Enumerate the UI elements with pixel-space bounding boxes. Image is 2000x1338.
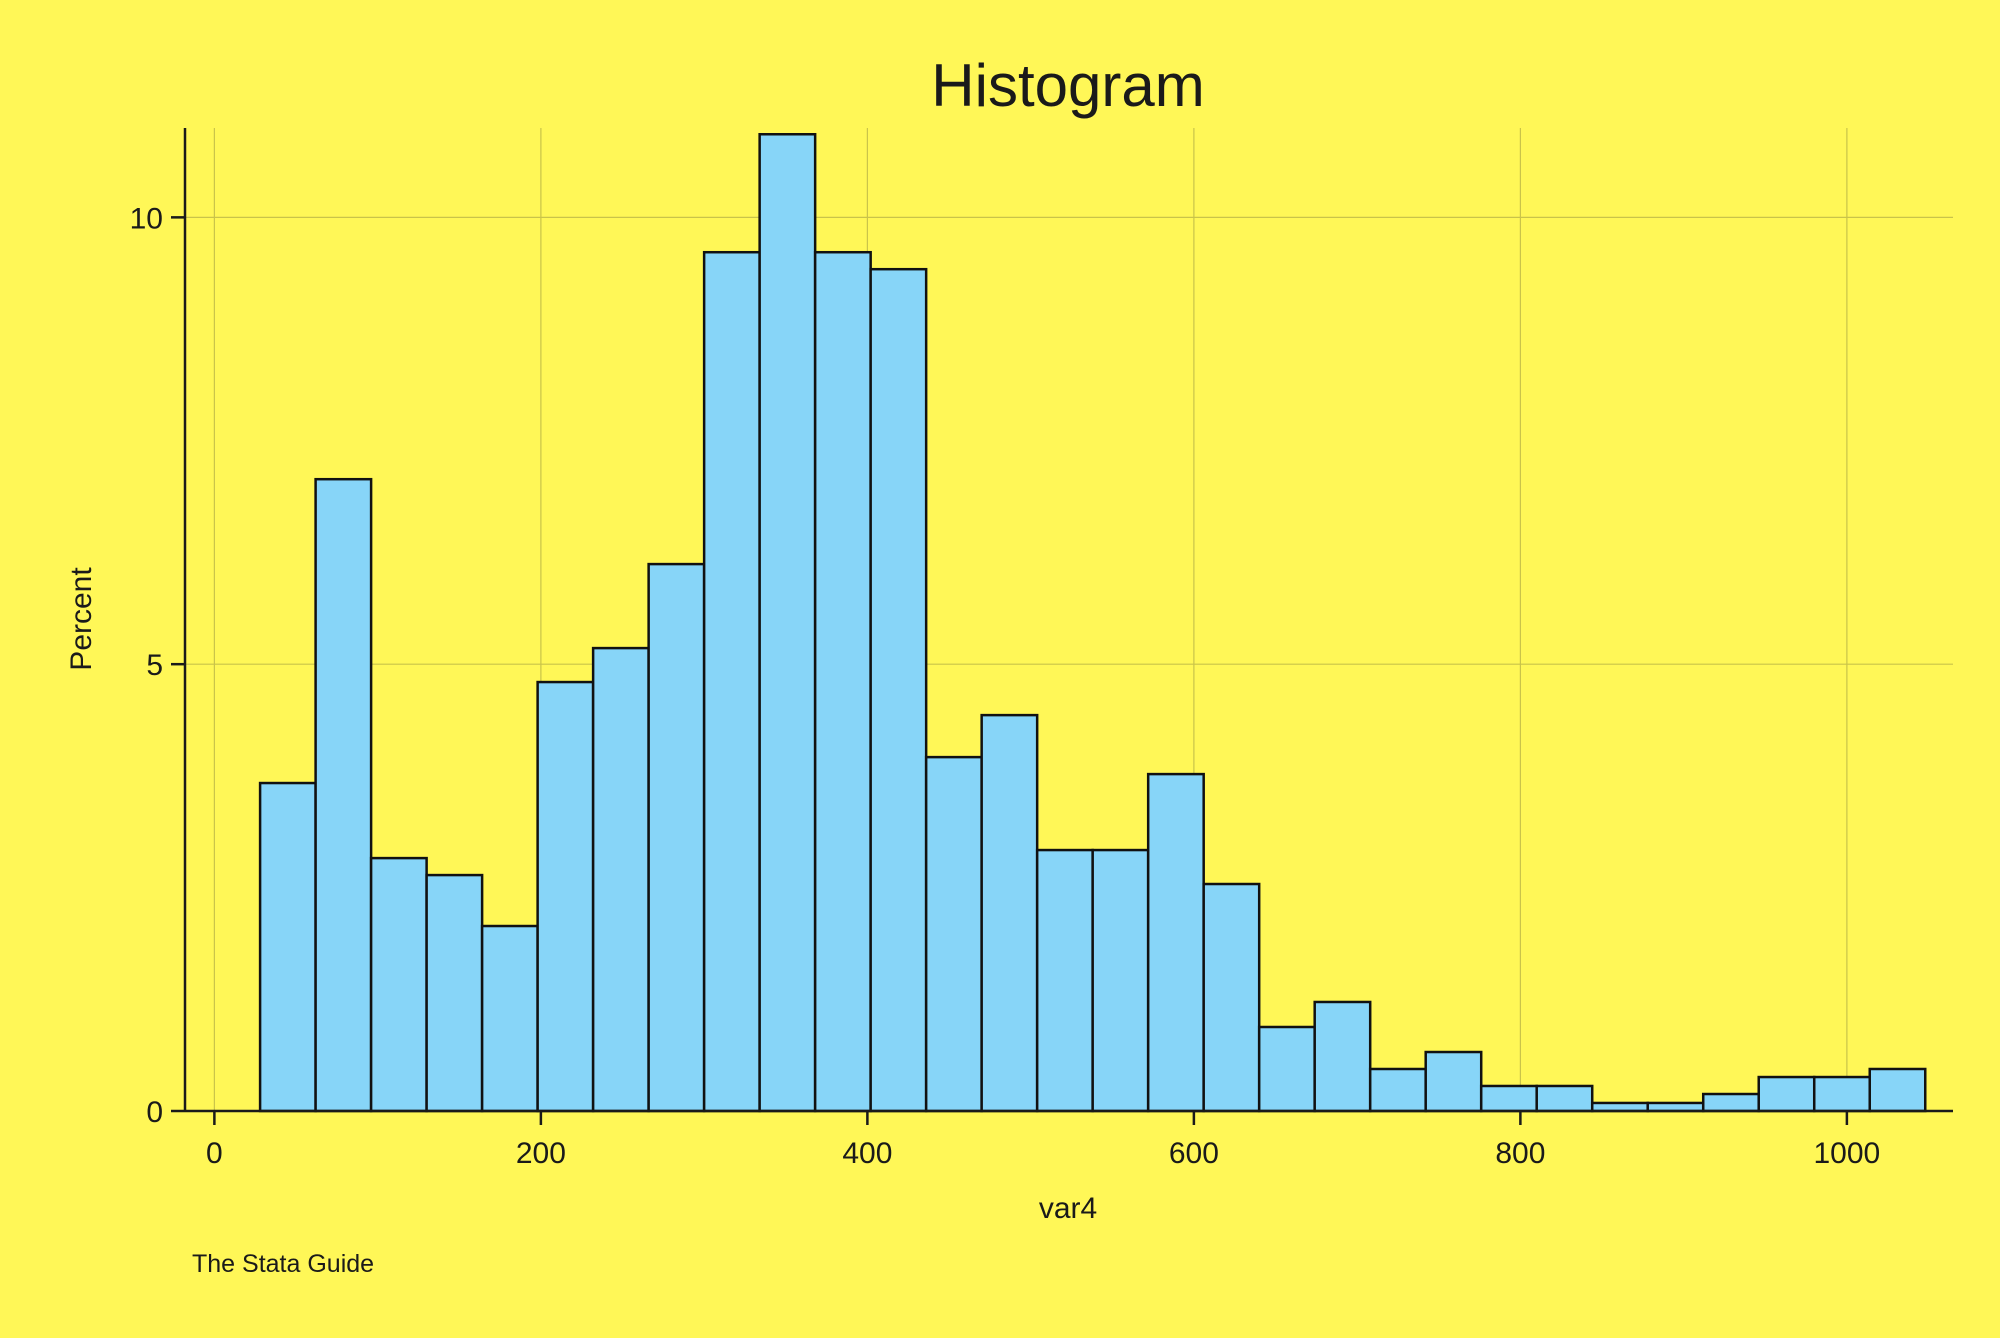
histogram-bar-2 bbox=[314, 477, 373, 1113]
histogram-bar-28 bbox=[1757, 1075, 1816, 1113]
x-tick-label: 800 bbox=[1495, 1137, 1545, 1170]
histogram-bar-7 bbox=[591, 646, 650, 1113]
histogram-bar-5 bbox=[480, 924, 539, 1113]
y-tick-label: 5 bbox=[146, 649, 163, 682]
histogram-bar-15 bbox=[1035, 848, 1094, 1113]
histogram-bar-27 bbox=[1701, 1092, 1760, 1113]
histogram-bar-16 bbox=[1091, 848, 1150, 1113]
histogram-bar-30 bbox=[1868, 1067, 1927, 1113]
x-tick-label: 600 bbox=[1169, 1137, 1219, 1170]
histogram-bar-12 bbox=[869, 267, 928, 1113]
histogram-bar-29 bbox=[1812, 1075, 1871, 1113]
histogram-bar-14 bbox=[980, 713, 1039, 1113]
histogram-bar-6 bbox=[536, 680, 595, 1113]
histogram-bar-24 bbox=[1535, 1084, 1594, 1113]
chart-title: Histogram bbox=[931, 52, 1204, 119]
histogram-bar-1 bbox=[258, 781, 317, 1113]
x-tick-label: 200 bbox=[516, 1137, 566, 1170]
histogram-bar-18 bbox=[1202, 882, 1261, 1113]
histogram-bar-20 bbox=[1313, 1000, 1372, 1113]
histogram-bar-4 bbox=[425, 873, 484, 1113]
histogram-bar-23 bbox=[1479, 1084, 1538, 1113]
histogram-bar-19 bbox=[1257, 1025, 1316, 1113]
x-axis-label: var4 bbox=[1039, 1192, 1097, 1225]
histogram-bar-8 bbox=[647, 562, 706, 1113]
histogram-bar-22 bbox=[1424, 1050, 1483, 1113]
histogram-bar-9 bbox=[702, 250, 761, 1113]
histogram-bar-21 bbox=[1368, 1067, 1427, 1113]
tick-layer: 0 200 400 600 800 1000 0 5 10 bbox=[130, 202, 1881, 1170]
y-axis-label: Percent bbox=[65, 567, 98, 671]
x-tick-label: 400 bbox=[842, 1137, 892, 1170]
histogram-bar-10 bbox=[758, 133, 817, 1113]
x-tick-label: 1000 bbox=[1814, 1137, 1881, 1170]
y-tick-label: 0 bbox=[146, 1096, 163, 1129]
axis-layer bbox=[183, 128, 1953, 1113]
chart-note: The Stata Guide bbox=[192, 1250, 374, 1278]
histogram-bar-11 bbox=[813, 250, 872, 1113]
histogram-bar-3 bbox=[369, 856, 428, 1113]
bar-layer bbox=[258, 133, 1927, 1113]
histogram-bar-17 bbox=[1146, 772, 1205, 1113]
y-tick-label: 10 bbox=[130, 202, 163, 235]
histogram-bar-13 bbox=[924, 755, 983, 1113]
x-tick-label: 0 bbox=[206, 1137, 223, 1170]
